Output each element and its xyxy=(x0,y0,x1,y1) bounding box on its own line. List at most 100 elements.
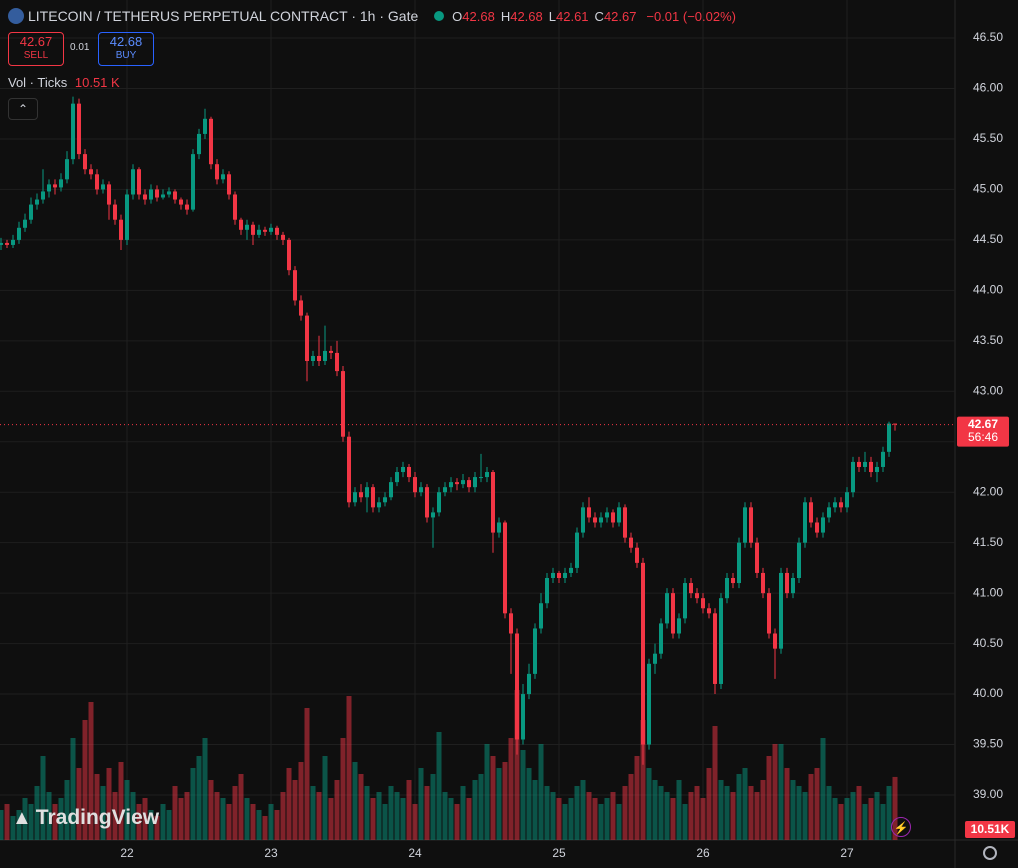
volume-bar xyxy=(718,780,724,840)
y-tick-label: 45.50 xyxy=(973,131,1003,145)
candle-body xyxy=(671,593,675,634)
volume-bar xyxy=(484,744,490,840)
candle-body xyxy=(53,184,57,188)
x-tick-label: 26 xyxy=(696,846,710,860)
collapse-button[interactable]: ⌃ xyxy=(8,98,38,120)
candle-body xyxy=(71,103,75,160)
spread: 0.01 xyxy=(70,42,90,53)
volume-bar xyxy=(112,792,118,840)
candle-body xyxy=(797,542,801,578)
candle-body xyxy=(647,663,651,745)
volume-bar xyxy=(196,756,202,840)
volume-bar xyxy=(616,804,622,840)
candle-body xyxy=(749,507,753,543)
y-tick-label: 39.00 xyxy=(973,787,1003,801)
candle-body xyxy=(767,593,771,634)
candle-body xyxy=(5,242,9,245)
volume-bar xyxy=(478,774,484,840)
candle-body xyxy=(35,199,39,205)
volume-bar xyxy=(40,756,46,840)
candle-body xyxy=(293,270,297,301)
volume-bar xyxy=(256,810,262,840)
volume-bar xyxy=(214,792,220,840)
volume-bar xyxy=(154,816,160,840)
volume-bar xyxy=(526,768,532,840)
candle-body xyxy=(215,164,219,180)
candle-body xyxy=(653,653,657,664)
volume-bar xyxy=(22,798,28,840)
x-tick-label: 24 xyxy=(408,846,422,860)
sell-button[interactable]: 42.67 SELL xyxy=(8,32,64,66)
candle-body xyxy=(467,480,471,488)
y-tick-label: 46.50 xyxy=(973,30,1003,44)
candle-body xyxy=(233,194,237,220)
candle-body xyxy=(323,350,327,362)
candle-body xyxy=(419,487,423,493)
volume-bar xyxy=(322,756,328,840)
volume-bar xyxy=(442,792,448,840)
volume-bar xyxy=(520,750,526,840)
candle-body xyxy=(503,522,507,614)
volume-bar xyxy=(694,786,700,840)
candle-body xyxy=(329,350,333,353)
volume-bar xyxy=(220,798,226,840)
x-tick-label: 23 xyxy=(264,846,278,860)
candle-body xyxy=(881,451,885,467)
buy-label: BUY xyxy=(115,50,137,61)
candle-body xyxy=(623,507,627,538)
volume-bar xyxy=(136,804,142,840)
volume-bar xyxy=(868,798,874,840)
volume-bar xyxy=(568,798,574,840)
volume-bar xyxy=(532,780,538,840)
candle-body xyxy=(839,502,843,508)
candle-body xyxy=(191,154,195,210)
volume-bar xyxy=(244,798,250,840)
volume-bar xyxy=(502,762,508,840)
volume-bar xyxy=(748,786,754,840)
candle-body xyxy=(371,487,375,508)
volume-axis-label: 10.51K xyxy=(971,822,1010,836)
candle-body xyxy=(791,577,795,594)
candle-body xyxy=(197,133,201,155)
volume-bar xyxy=(280,792,286,840)
candle-body xyxy=(539,603,543,629)
volume-bar xyxy=(820,738,826,840)
volume-bar xyxy=(574,786,580,840)
candle-body xyxy=(677,618,681,634)
countdown: 56:46 xyxy=(968,430,998,444)
settings-button[interactable] xyxy=(983,846,997,860)
candle-body xyxy=(641,562,645,745)
candle-body xyxy=(611,512,615,523)
candle-body xyxy=(683,583,687,619)
volume-bar xyxy=(400,798,406,840)
volume-bar xyxy=(730,792,736,840)
volume-bar xyxy=(838,804,844,840)
volume-bar xyxy=(208,780,214,840)
candle-body xyxy=(359,492,363,498)
volume-value: 10.51 K xyxy=(74,75,120,90)
candle-body xyxy=(287,239,291,271)
candle-body xyxy=(377,502,381,508)
candle-body xyxy=(257,229,261,235)
buy-button[interactable]: 42.68 BUY xyxy=(98,32,154,66)
candle-body xyxy=(527,673,531,695)
volume-bar xyxy=(544,786,550,840)
candle-body xyxy=(785,572,789,594)
legend-value: 42.68 xyxy=(462,9,495,24)
volume-bar xyxy=(640,720,646,840)
candle-body xyxy=(65,159,69,180)
candle-body xyxy=(311,355,315,362)
flash-button[interactable]: ⚡ xyxy=(891,817,911,837)
volume-bar xyxy=(202,738,208,840)
candle-body xyxy=(107,184,111,205)
volume-bar xyxy=(394,792,400,840)
volume-bar xyxy=(658,786,664,840)
volume-bar xyxy=(232,786,238,840)
volume-bar xyxy=(496,768,502,840)
candle-body xyxy=(833,502,837,508)
candle-body xyxy=(383,497,387,503)
candle-body xyxy=(299,300,303,316)
volume-bar xyxy=(688,792,694,840)
candle-body xyxy=(551,572,555,578)
candle-body xyxy=(125,194,129,240)
